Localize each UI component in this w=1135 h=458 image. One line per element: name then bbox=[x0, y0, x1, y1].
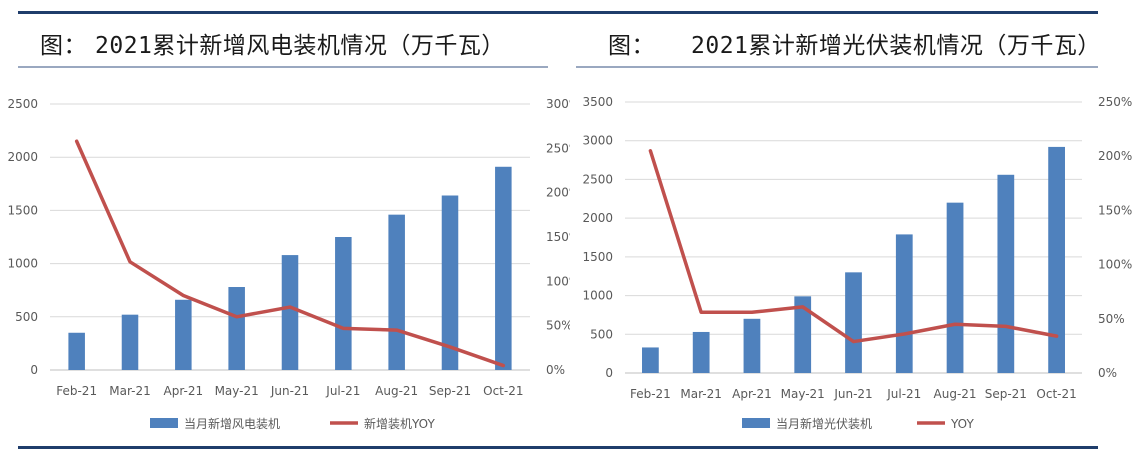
wind-left-tick-label: 500 bbox=[15, 310, 38, 324]
wind-right-tick-label: 100% bbox=[546, 274, 570, 288]
top-rule bbox=[18, 11, 1098, 14]
wind-category-label: Jun-21 bbox=[270, 384, 309, 398]
wind-left-tick-label: 2500 bbox=[7, 97, 38, 111]
wind-bar bbox=[495, 166, 512, 370]
solar-category-label: Oct-21 bbox=[1036, 387, 1076, 401]
solar-bar bbox=[895, 234, 913, 373]
wind-right-tick-label: 250% bbox=[546, 141, 570, 155]
wind-category-label: Feb-21 bbox=[56, 384, 97, 398]
solar-left-tick-label: 2500 bbox=[582, 172, 613, 186]
wind-category-label: Apr-21 bbox=[164, 384, 204, 398]
solar-bar bbox=[642, 347, 659, 373]
solar-category-label: Sep-21 bbox=[985, 387, 1027, 401]
wind-bar bbox=[335, 237, 352, 370]
solar-category-label: Aug-21 bbox=[934, 387, 977, 401]
wind-right-tick-label: 300% bbox=[546, 97, 570, 111]
solar-category-label: Feb-21 bbox=[630, 387, 671, 401]
wind-legend-line-label: 新增装机YOY bbox=[364, 416, 435, 431]
solar-left-tick-label: 500 bbox=[590, 327, 613, 341]
wind-bar bbox=[228, 287, 245, 370]
solar-category-label: May-21 bbox=[781, 387, 825, 401]
wind-bar bbox=[175, 299, 192, 370]
solar-title-text: 2021累计新增光伏装机情况（万千瓦） bbox=[691, 33, 1101, 59]
solar-right-tick-label: 200% bbox=[1098, 149, 1132, 163]
solar-right-tick-label: 150% bbox=[1098, 203, 1132, 217]
wind-right-tick-label: 0% bbox=[546, 363, 565, 377]
wind-title-divider bbox=[18, 66, 548, 68]
wind-title-label: 图： bbox=[40, 33, 87, 59]
solar-right-tick-label: 250% bbox=[1098, 95, 1132, 109]
wind-legend-bar-label: 当月新增风电装机 bbox=[184, 416, 280, 431]
solar-right-tick-label: 50% bbox=[1098, 312, 1125, 326]
solar-legend-bar-label: 当月新增光伏装机 bbox=[776, 416, 872, 431]
bottom-rule bbox=[18, 446, 1098, 449]
wind-category-label: Aug-21 bbox=[375, 384, 418, 398]
solar-chart: 0 500 1000 1500 2000 2500 3000 3500 0% 50% 100% 150… bbox=[582, 95, 1132, 431]
wind-legend-bar-swatch bbox=[150, 418, 178, 428]
wind-bar bbox=[121, 314, 139, 370]
wind-chart-title: 图： 2021累计新增风电装机情况（万千瓦） bbox=[40, 26, 505, 60]
solar-category-label: Jun-21 bbox=[833, 387, 872, 401]
solar-category-label: Mar-21 bbox=[680, 387, 721, 401]
solar-legend-line-label: YOY bbox=[950, 417, 974, 431]
solar-bar bbox=[692, 331, 710, 373]
solar-category-label: Jul-21 bbox=[886, 387, 921, 401]
wind-bar bbox=[441, 195, 459, 370]
solar-yoy-line bbox=[648, 149, 1059, 344]
wind-left-tick-label: 0 bbox=[30, 363, 38, 377]
solar-title-divider bbox=[576, 66, 1098, 68]
wind-bar bbox=[281, 255, 299, 370]
solar-left-tick-label: 1500 bbox=[582, 250, 613, 264]
wind-title-text: 2021累计新增风电装机情况（万千瓦） bbox=[95, 33, 505, 59]
solar-left-tick-label: 3000 bbox=[582, 134, 613, 148]
solar-bar bbox=[1048, 146, 1065, 373]
solar-left-tick-label: 2000 bbox=[582, 211, 613, 225]
wind-category-label: Sep-21 bbox=[429, 384, 471, 398]
solar-bar bbox=[997, 174, 1015, 373]
wind-left-tick-label: 1000 bbox=[7, 257, 38, 271]
wind-category-label: Mar-21 bbox=[109, 384, 150, 398]
solar-bar bbox=[743, 318, 761, 373]
wind-category-label: Jul-21 bbox=[325, 384, 360, 398]
solar-bar bbox=[946, 202, 964, 373]
solar-left-tick-label: 3500 bbox=[582, 95, 613, 109]
wind-bar bbox=[68, 332, 85, 370]
solar-left-tick-label: 0 bbox=[605, 366, 613, 380]
solar-bar bbox=[845, 272, 862, 373]
wind-left-tick-label: 1500 bbox=[7, 203, 38, 217]
wind-right-tick-label: 150% bbox=[546, 230, 570, 244]
solar-chart-title: 图： 2021累计新增光伏装机情况（万千瓦） bbox=[608, 26, 1101, 60]
solar-title-label: 图： bbox=[608, 33, 655, 59]
wind-bar bbox=[388, 214, 405, 370]
solar-bar bbox=[794, 296, 812, 373]
solar-right-tick-label: 0% bbox=[1098, 366, 1117, 380]
wind-chart: 0 500 1000 1500 2000 2500 0% 50% 100% 150% 200% 250… bbox=[7, 97, 570, 431]
solar-category-label: Apr-21 bbox=[732, 387, 772, 401]
wind-yoy-line bbox=[74, 139, 506, 368]
wind-left-tick-label: 2000 bbox=[7, 150, 38, 164]
wind-right-tick-label: 50% bbox=[546, 319, 570, 333]
wind-right-tick-label: 200% bbox=[546, 186, 570, 200]
solar-right-tick-label: 100% bbox=[1098, 258, 1132, 272]
wind-category-label: Oct-21 bbox=[483, 384, 523, 398]
solar-left-tick-label: 1000 bbox=[582, 289, 613, 303]
wind-category-label: May-21 bbox=[215, 384, 259, 398]
solar-legend-bar-swatch bbox=[742, 418, 770, 428]
